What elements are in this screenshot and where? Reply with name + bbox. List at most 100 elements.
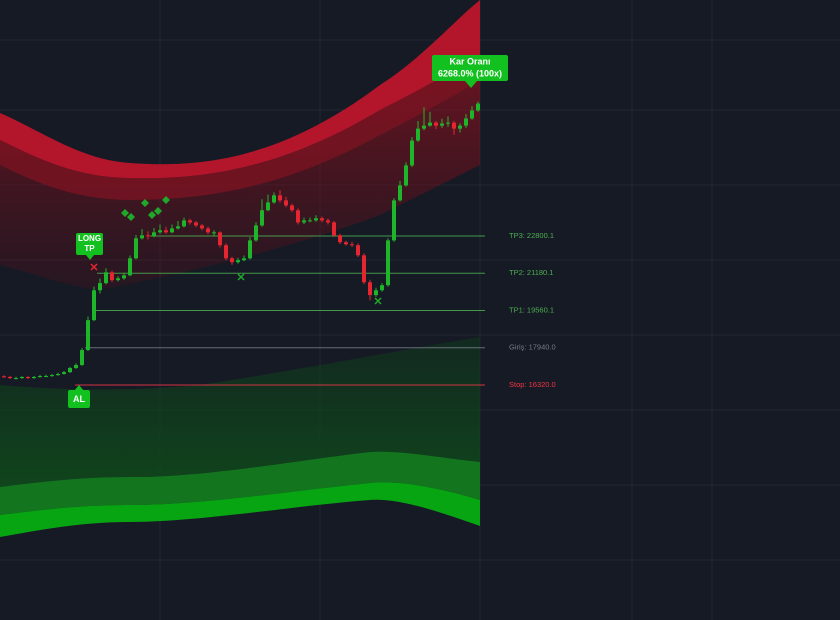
green-zone (0, 337, 480, 487)
candle-body (224, 245, 228, 259)
candle-body (68, 367, 72, 373)
green-band (0, 451, 480, 515)
candle-body (182, 220, 186, 227)
label-pointer (74, 385, 84, 391)
long-tp-line: TP (84, 244, 95, 253)
candle-body (398, 185, 402, 201)
candle-body (32, 376, 36, 379)
diamond (127, 213, 135, 221)
level-label: Stop: 16320.0 (509, 380, 556, 389)
candle-body (98, 283, 102, 291)
candle-body (314, 218, 318, 221)
candle-body (368, 282, 372, 296)
candles (2, 101, 480, 380)
candle-body (332, 222, 336, 236)
candle-body (356, 245, 360, 256)
candle-body (452, 122, 456, 129)
candle-body (248, 240, 252, 259)
candle-body (362, 255, 366, 283)
candle-body (242, 258, 246, 261)
label-pointer (465, 81, 477, 88)
level-label: TP3: 22800.1 (509, 231, 554, 240)
candle-body (134, 238, 138, 259)
candle-body (110, 272, 114, 281)
candle-body (476, 103, 480, 111)
candle-body (44, 376, 48, 378)
label-box (76, 233, 103, 255)
label-pointer (86, 255, 94, 260)
green-band-bright (0, 482, 480, 537)
candle-body (212, 232, 216, 234)
candle-body (326, 220, 330, 223)
diamond (148, 211, 156, 219)
candle-body (374, 290, 378, 296)
candle-body (200, 225, 204, 229)
candle-body (260, 210, 264, 226)
long-tp-label: LONG TP (76, 233, 103, 260)
candle-body (458, 125, 462, 129)
candle-body (446, 122, 450, 124)
candle-body (440, 123, 444, 126)
level-label: Giriş: 17940.0 (509, 343, 556, 352)
candle-body (14, 378, 18, 380)
candle-body (218, 232, 222, 246)
candle-body (188, 220, 192, 223)
long-tp-line: LONG (78, 234, 101, 243)
candle-body (38, 376, 42, 378)
candle-body (206, 228, 210, 233)
diamond (162, 196, 170, 204)
candle-body (152, 232, 156, 237)
red-band-inner (0, 55, 480, 200)
candle-body (80, 350, 84, 365)
candle-body (74, 364, 78, 368)
candle-body (194, 222, 198, 226)
profit-text: 6268.0% (100x) (438, 68, 502, 78)
candle-body (308, 220, 312, 222)
candle-body (140, 235, 144, 239)
x-marker (237, 273, 245, 281)
upper-band (0, 0, 480, 290)
candle-body (416, 128, 420, 141)
candle-body (26, 376, 30, 379)
candle-body (8, 376, 12, 379)
candle-body (176, 226, 180, 229)
diamond (141, 199, 149, 207)
buy-text: AL (73, 394, 85, 404)
diamond (154, 207, 162, 215)
candle-body (464, 118, 468, 126)
candle-body (320, 218, 324, 221)
candle-body (422, 125, 426, 129)
candle-body (62, 372, 66, 374)
candle-body (20, 376, 24, 379)
candle-body (278, 195, 282, 201)
buy-label: AL (68, 385, 90, 408)
candle-body (92, 290, 96, 321)
candle-body (158, 230, 162, 233)
candle-body (116, 278, 120, 281)
levels: TP3: 22800.1 TP2: 21180.1 TP1: 19560.1 Giri… (75, 231, 556, 389)
candle-body (230, 258, 234, 263)
candle-body (380, 285, 384, 291)
candle-body (410, 140, 414, 166)
candle-body (338, 235, 342, 243)
level-label: TP2: 21180.1 (509, 268, 553, 277)
candle-body (164, 230, 168, 233)
lower-band (0, 337, 480, 537)
candle-body (146, 235, 150, 237)
candle-body (350, 244, 354, 246)
candle-body (344, 242, 348, 245)
signal-markers (90, 196, 382, 305)
candle-body (86, 320, 90, 351)
candle-body (272, 195, 276, 203)
candle-body (104, 272, 108, 284)
candle-body (296, 210, 300, 223)
candle-body (302, 220, 306, 223)
candle-body (392, 200, 396, 241)
label-box (68, 390, 90, 408)
candle-body (170, 228, 174, 233)
candle-body (122, 275, 126, 279)
candle-body (56, 373, 60, 376)
candle-body (290, 205, 294, 211)
candle-body (2, 376, 6, 378)
